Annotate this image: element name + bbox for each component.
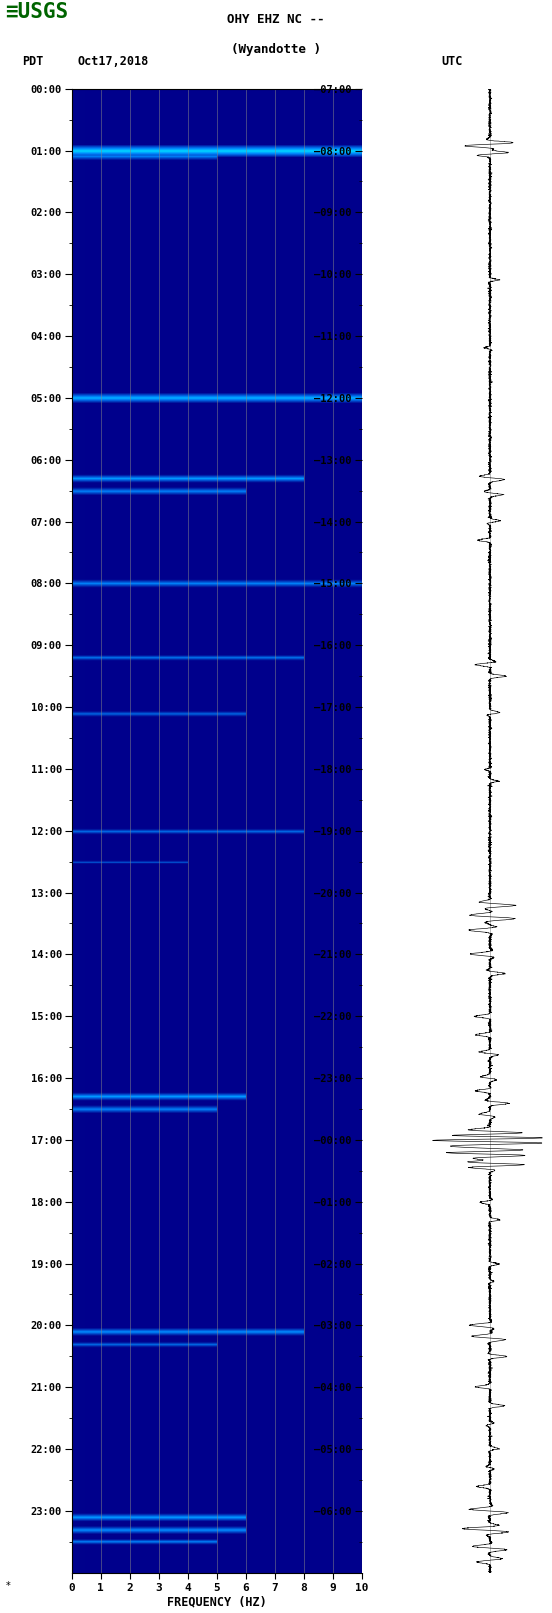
Text: *: * bbox=[6, 1581, 10, 1590]
Text: ≡USGS: ≡USGS bbox=[6, 2, 68, 21]
Text: OHY EHZ NC --: OHY EHZ NC -- bbox=[227, 13, 325, 26]
Text: UTC: UTC bbox=[442, 55, 463, 68]
X-axis label: FREQUENCY (HZ): FREQUENCY (HZ) bbox=[167, 1595, 267, 1608]
Text: Oct17,2018: Oct17,2018 bbox=[77, 55, 148, 68]
Text: (Wyandotte ): (Wyandotte ) bbox=[231, 42, 321, 55]
Text: PDT: PDT bbox=[22, 55, 44, 68]
